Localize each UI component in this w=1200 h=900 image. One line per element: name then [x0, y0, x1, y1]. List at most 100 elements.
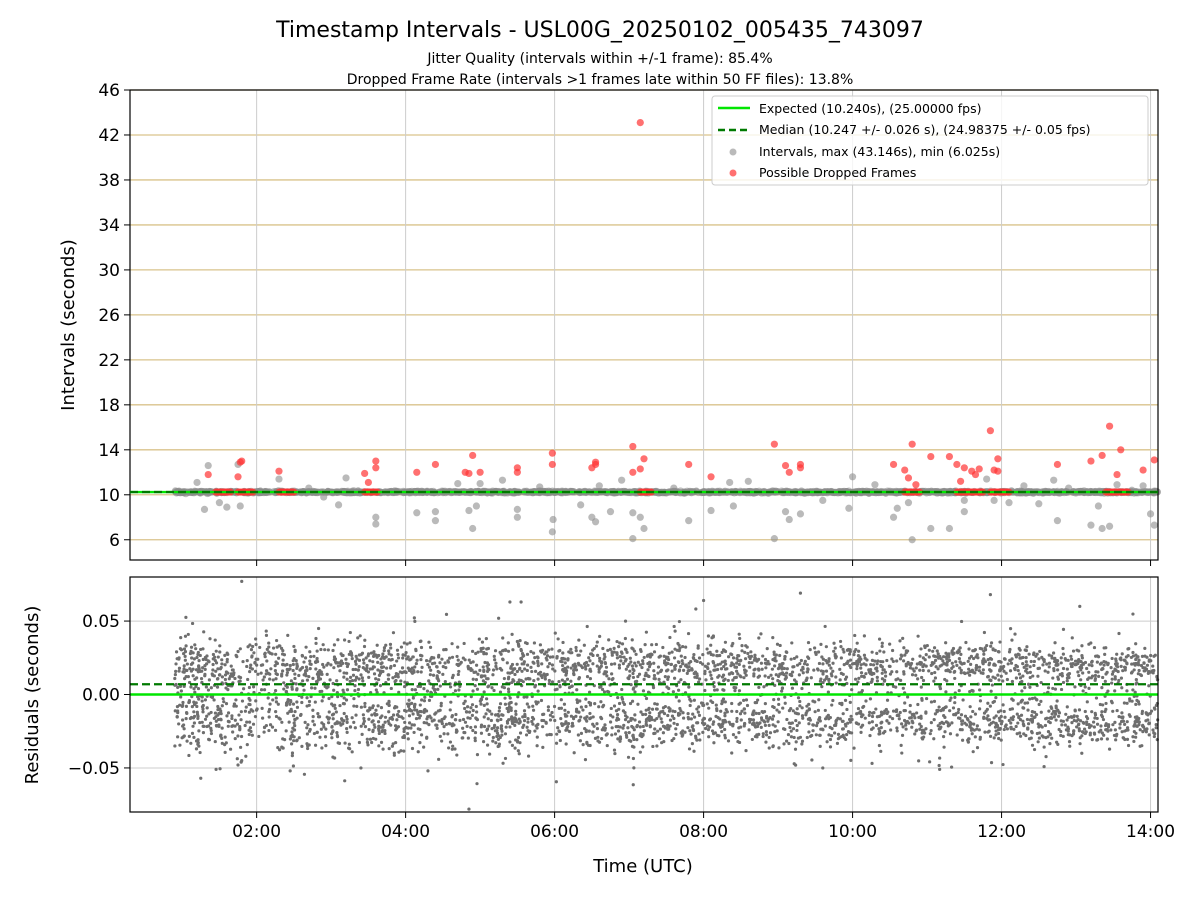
residual-point	[610, 726, 614, 730]
residual-point	[584, 697, 588, 701]
residual-point	[550, 663, 555, 667]
residual-point	[599, 700, 603, 704]
residual-point	[300, 744, 304, 748]
residual-point	[403, 720, 407, 725]
residual-point	[981, 668, 985, 672]
residual-point	[1050, 706, 1054, 710]
residual-point	[536, 677, 540, 681]
residual-point	[281, 669, 285, 673]
residual-point	[797, 673, 801, 677]
residual-point	[698, 660, 703, 665]
residual-point	[190, 621, 195, 626]
residual-point	[312, 723, 317, 727]
residual-point	[185, 662, 189, 666]
residual-point	[191, 674, 195, 678]
residual-point	[677, 699, 681, 703]
residual-point	[199, 677, 204, 681]
residual-point	[521, 680, 525, 684]
residual-point	[1081, 671, 1085, 675]
residual-point	[605, 732, 609, 736]
residual-point	[363, 638, 367, 642]
residual-point	[737, 702, 741, 706]
residual-point	[647, 660, 652, 664]
dropped-frame-point	[204, 470, 212, 479]
residual-point	[362, 644, 367, 649]
residual-point	[248, 670, 252, 674]
residual-point	[602, 690, 607, 694]
residual-point	[606, 689, 610, 694]
residual-point	[660, 720, 664, 724]
residual-point	[879, 749, 883, 753]
residual-point	[1047, 665, 1051, 669]
residual-point	[397, 709, 401, 714]
interval-outlier-point	[785, 515, 793, 524]
interval-outlier-point	[1113, 481, 1121, 489]
residual-point	[784, 671, 789, 675]
residual-point	[386, 719, 390, 723]
residual-point	[273, 689, 278, 693]
residual-point	[205, 706, 209, 710]
residual-point	[900, 733, 905, 737]
residual-point	[197, 665, 201, 669]
residual-point	[389, 686, 393, 691]
residual-point	[500, 729, 504, 733]
residual-point	[1073, 685, 1077, 689]
dropped-frame-point	[945, 452, 954, 461]
residual-point	[1078, 719, 1083, 723]
residual-point	[305, 732, 310, 736]
residual-point	[286, 711, 290, 715]
residual-point	[1066, 725, 1070, 729]
residual-point	[1029, 659, 1033, 664]
residual-point	[453, 689, 458, 693]
residual-point	[938, 756, 942, 760]
residual-point	[932, 717, 936, 722]
residual-point	[852, 653, 856, 657]
residual-point	[1122, 701, 1127, 705]
residual-point	[781, 727, 786, 731]
residual-point	[650, 643, 654, 647]
residual-point	[1005, 677, 1009, 682]
residual-point	[783, 657, 787, 661]
residual-point	[336, 638, 340, 642]
residual-point	[813, 710, 817, 714]
residual-point	[246, 677, 250, 682]
residual-point	[613, 662, 617, 666]
residual-point	[560, 678, 564, 682]
interval-outlier-point	[1053, 517, 1062, 525]
residual-point	[216, 704, 220, 709]
residual-point	[425, 717, 429, 721]
residual-point	[418, 703, 422, 707]
residual-point	[723, 640, 728, 644]
residual-point	[843, 677, 848, 681]
residual-point	[396, 675, 400, 679]
residual-point	[487, 724, 491, 728]
residual-point	[205, 724, 209, 729]
residual-point	[751, 712, 755, 717]
residual-point	[380, 730, 384, 734]
interval-outlier-point	[320, 493, 328, 501]
residual-point	[864, 699, 868, 703]
residual-point	[475, 782, 479, 786]
residual-point	[289, 742, 294, 746]
residual-point	[703, 726, 708, 731]
residual-point	[201, 724, 205, 728]
residual-point	[219, 709, 223, 713]
residual-point	[308, 659, 312, 663]
residual-point	[485, 697, 489, 701]
residual-point	[185, 668, 189, 672]
residual-point	[179, 689, 183, 693]
residual-point	[208, 637, 212, 641]
residual-point	[372, 650, 376, 654]
residual-point	[259, 688, 264, 692]
residual-point	[737, 689, 742, 693]
dropped-frame-point	[986, 427, 994, 435]
residual-point	[801, 665, 805, 669]
residual-point	[760, 667, 764, 671]
residual-point	[320, 689, 324, 693]
residual-point	[978, 707, 982, 711]
residual-point	[513, 746, 517, 750]
residual-point	[730, 701, 734, 706]
residual-point	[697, 713, 702, 717]
residual-point	[880, 644, 884, 649]
residual-point	[504, 725, 508, 729]
